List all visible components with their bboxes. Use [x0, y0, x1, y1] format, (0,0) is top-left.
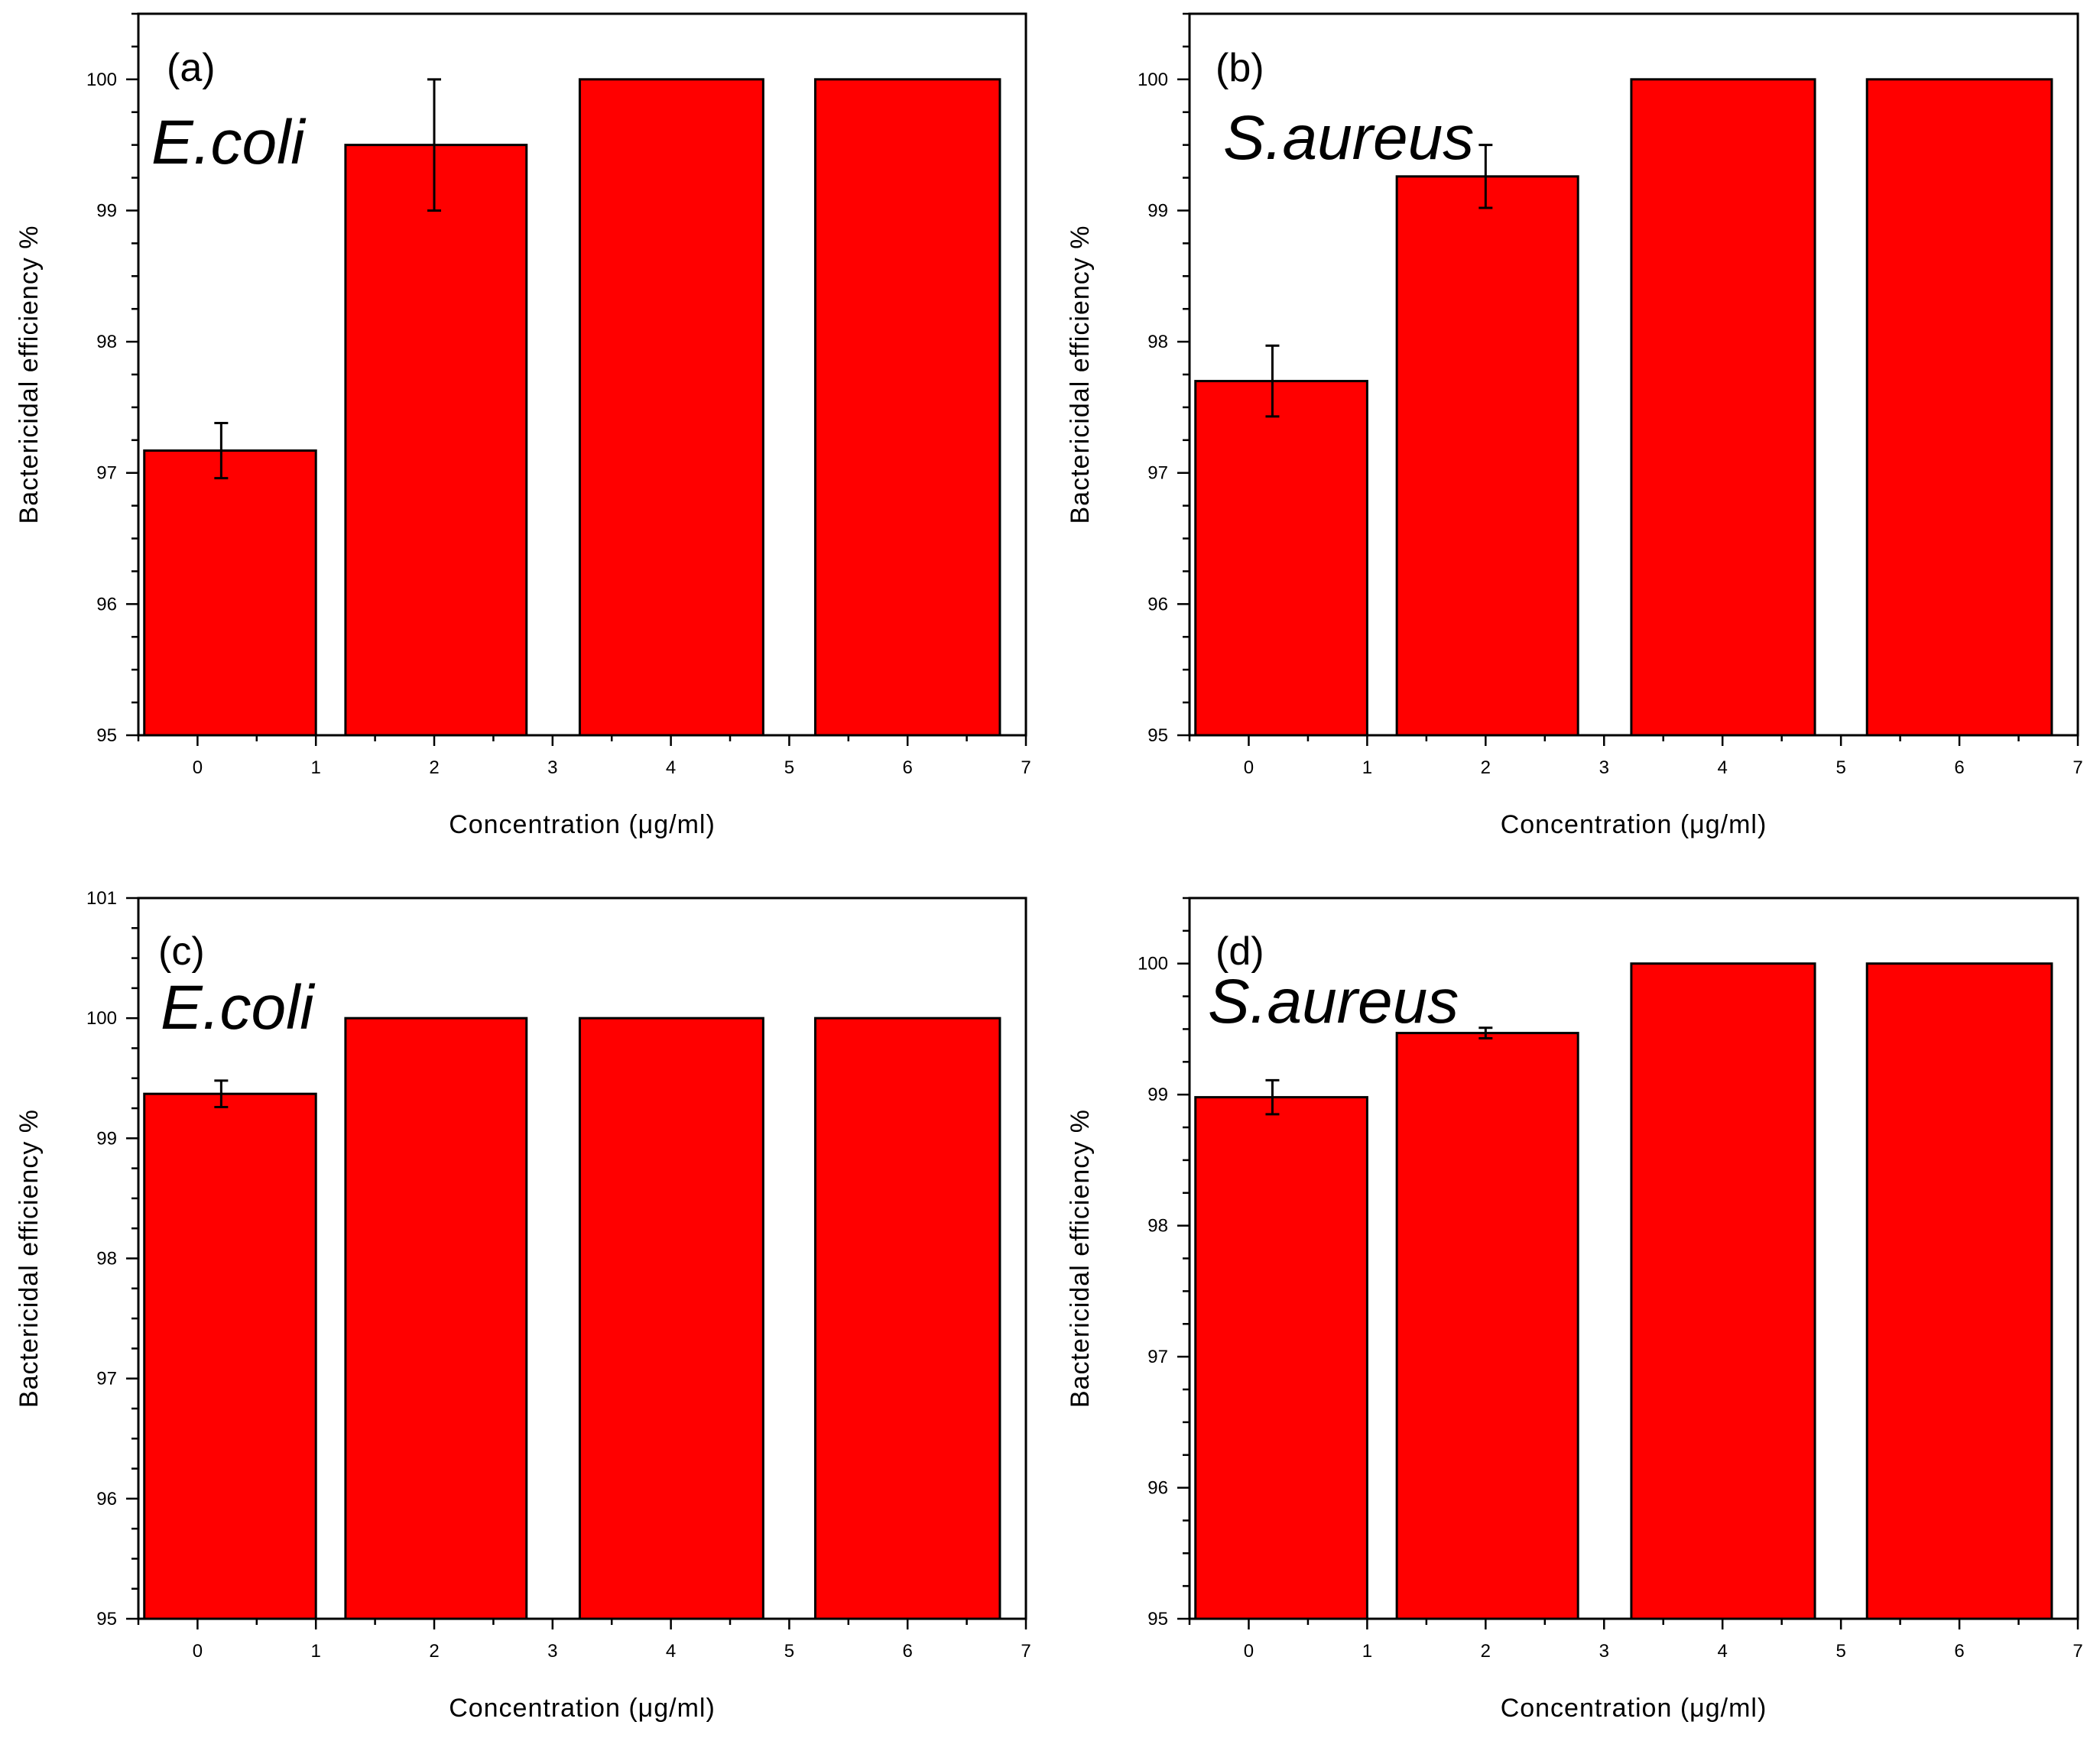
bar	[143, 1092, 317, 1620]
y-tick-label: 95	[96, 725, 117, 746]
x-tick-label: 0	[1244, 1641, 1254, 1662]
x-tick-label: 0	[193, 757, 203, 778]
y-axis-title: Bactericidal efficiency %	[15, 225, 44, 524]
x-tick-label: 1	[1362, 1641, 1372, 1662]
x-tick-label: 6	[1954, 757, 1964, 778]
bar	[578, 1017, 764, 1620]
bar	[1865, 78, 2053, 737]
x-tick-label: 4	[1718, 757, 1728, 778]
x-tick-label: 5	[1835, 757, 1845, 778]
y-tick-label: 100	[1138, 70, 1168, 90]
x-tick-label: 4	[666, 757, 676, 778]
x-tick-label: 2	[429, 757, 439, 778]
x-tick-label: 5	[1835, 1641, 1845, 1662]
y-tick-label: 100	[86, 1008, 117, 1029]
x-tick-label: 5	[784, 757, 794, 778]
y-tick-label: 99	[96, 1128, 117, 1149]
organism-label: S.aureus	[1208, 967, 1459, 1036]
x-tick-label: 1	[1362, 757, 1372, 778]
x-tick-label: 5	[784, 1641, 794, 1662]
bar	[1395, 175, 1579, 737]
chart-panel-c: 0 1 2 3 4 5 6 7 95 96 97 98 99 100 101 Concentration (μ…	[15, 888, 1031, 1723]
y-tick-label: 100	[1138, 954, 1168, 974]
x-tick-label: 0	[1244, 757, 1254, 778]
y-tick-label: 97	[1147, 463, 1168, 484]
panel-letter: (a)	[167, 46, 216, 90]
y-axis-title: Bactericidal efficiency %	[15, 1109, 44, 1408]
bar	[143, 449, 317, 737]
bar	[578, 78, 764, 737]
y-tick-label: 99	[96, 200, 117, 221]
x-axis-title: Concentration (μg/ml)	[1501, 810, 1767, 839]
bar	[1395, 1032, 1579, 1620]
x-tick-label: 1	[311, 757, 321, 778]
y-tick-label: 95	[1147, 1609, 1168, 1629]
x-tick-label: 2	[429, 1641, 439, 1662]
bar	[1194, 1096, 1368, 1620]
bar	[1630, 962, 1816, 1620]
x-tick-label: 2	[1481, 757, 1491, 778]
x-tick-label: 3	[547, 757, 557, 778]
y-tick-label: 96	[96, 594, 117, 614]
y-tick-label: 97	[96, 463, 117, 484]
x-axis-title: Concentration (μg/ml)	[1501, 1694, 1767, 1723]
x-axis-title: Concentration (μg/ml)	[449, 810, 716, 839]
organism-label: E.coli	[161, 973, 316, 1042]
y-tick-label: 96	[1147, 594, 1168, 614]
x-tick-label: 4	[666, 1641, 676, 1662]
panel-letter: (d)	[1216, 929, 1264, 974]
organism-label: S.aureus	[1223, 103, 1474, 173]
x-tick-label: 7	[2072, 757, 2082, 778]
bar	[1194, 380, 1368, 737]
y-tick-label: 98	[1147, 332, 1168, 352]
y-tick-label: 98	[1147, 1216, 1168, 1237]
bar	[813, 78, 1001, 737]
y-tick-label: 95	[96, 1609, 117, 1629]
y-axis-title: Bactericidal efficiency %	[1066, 225, 1095, 524]
x-tick-label: 1	[311, 1641, 321, 1662]
bar	[813, 1017, 1001, 1620]
bar	[1630, 78, 1816, 737]
chart-panel-a: 0 1 2 3 4 5 6 7 95 96 97 98 99 100 Concentration (μg/m…	[15, 12, 1031, 839]
panel-letter: (b)	[1216, 46, 1264, 90]
x-tick-label: 7	[2072, 1641, 2082, 1662]
y-tick-label: 99	[1147, 1085, 1168, 1105]
chart-panel-d: 0 1 2 3 4 5 6 7 95 96 97 98 99 100 Concentration (μg/m…	[1066, 897, 2083, 1723]
x-tick-label: 3	[1599, 757, 1609, 778]
x-tick-label: 0	[193, 1641, 203, 1662]
x-tick-label: 6	[1954, 1641, 1964, 1662]
x-tick-label: 3	[1599, 1641, 1609, 1662]
y-tick-label: 96	[1147, 1478, 1168, 1499]
x-tick-label: 6	[903, 1641, 913, 1662]
y-tick-label: 100	[86, 70, 117, 90]
y-tick-label: 99	[1147, 200, 1168, 221]
y-tick-label: 97	[96, 1369, 117, 1389]
bar	[344, 1017, 528, 1620]
y-tick-label: 98	[96, 1249, 117, 1269]
x-tick-label: 6	[903, 757, 913, 778]
x-tick-label: 7	[1021, 1641, 1031, 1662]
x-tick-label: 3	[547, 1641, 557, 1662]
x-axis-title: Concentration (μg/ml)	[449, 1694, 716, 1723]
bar	[344, 144, 528, 737]
y-tick-label: 98	[96, 332, 117, 352]
y-tick-label: 96	[96, 1489, 117, 1509]
chart-panel-b: 0 1 2 3 4 5 6 7 95 96 97 98 99 100 Concentration (μg/m…	[1066, 12, 2083, 839]
x-tick-label: 2	[1481, 1641, 1491, 1662]
y-tick-label: 95	[1147, 725, 1168, 746]
y-tick-label: 101	[86, 888, 117, 909]
y-axis-title: Bactericidal efficiency %	[1066, 1109, 1095, 1408]
panel-letter: (c)	[158, 929, 205, 974]
y-tick-label: 97	[1147, 1347, 1168, 1367]
x-tick-label: 4	[1718, 1641, 1728, 1662]
organism-label: E.coli	[151, 108, 307, 177]
x-tick-label: 7	[1021, 757, 1031, 778]
bar	[1865, 962, 2053, 1620]
